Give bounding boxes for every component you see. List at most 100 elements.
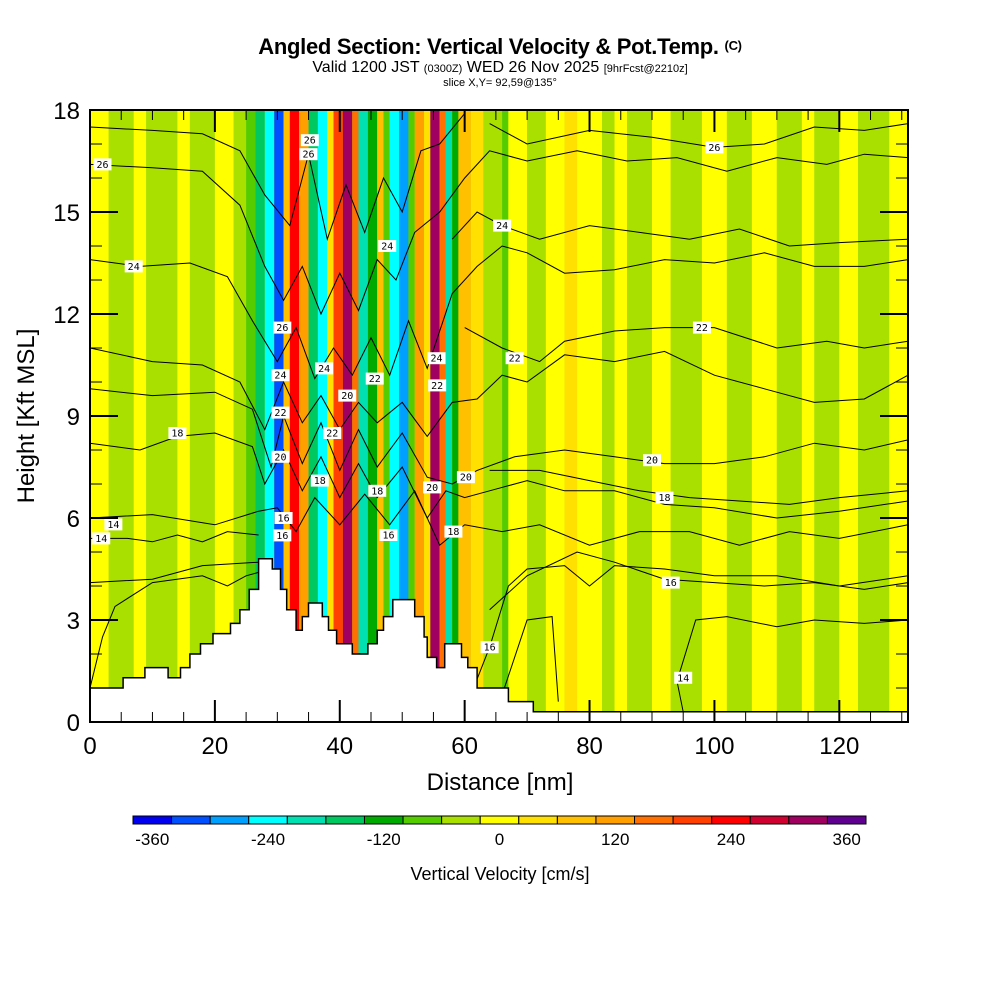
contour-label-text: 24 [381, 242, 393, 253]
contour-label-box [92, 532, 111, 545]
contour-label-box [705, 141, 724, 154]
contour-label-box [124, 260, 143, 273]
velocity-column [299, 110, 309, 722]
colorbar-swatch [286, 815, 327, 825]
contour-label-box [315, 362, 334, 375]
contour-label-box [428, 379, 447, 392]
colorbar-swatch [556, 815, 597, 825]
velocity-column [264, 110, 275, 722]
velocity-column [430, 110, 440, 722]
colorbar-swatch [672, 815, 713, 825]
contour-label-box [310, 474, 329, 487]
valid-utc: (0300Z) [423, 63, 463, 75]
contour-label: 22 [271, 406, 290, 419]
velocity-column [333, 110, 343, 722]
contour-label: 20 [271, 450, 290, 463]
contour-label-text: 22 [274, 408, 286, 419]
x-tick-label: 120 [819, 733, 859, 760]
contour-label: 24 [493, 219, 512, 232]
contour-label-box [505, 352, 524, 365]
colorbar-swatch [479, 815, 520, 825]
velocity-column [327, 110, 334, 722]
contour-label-text: 26 [303, 150, 315, 161]
contour-label: 20 [642, 454, 661, 467]
contour-label: 24 [315, 362, 334, 375]
y-tick-label: 18 [53, 98, 80, 125]
isentrope-18 [90, 432, 908, 519]
colorbar-tick-label: 0 [495, 830, 504, 849]
contour-label-text: 16 [276, 531, 288, 542]
contour-label: 18 [368, 484, 387, 497]
contour-label-text: 18 [314, 476, 326, 487]
velocity-column [383, 110, 390, 722]
contour-label: 24 [378, 240, 397, 253]
contour-label: 22 [428, 379, 447, 392]
colorbar-swatch [325, 815, 365, 825]
contour-label: 22 [365, 372, 384, 385]
contour-label-box [655, 491, 674, 504]
contour-label-box [93, 158, 112, 171]
contour-label-text: 14 [677, 673, 689, 684]
velocity-column [651, 110, 671, 722]
velocity-column [146, 110, 178, 722]
y-tick-label: 9 [67, 404, 80, 431]
contour-label-text: 18 [447, 527, 459, 538]
contour-label: 14 [104, 518, 123, 531]
colorbar-swatch [171, 815, 211, 825]
contour-label: 20 [423, 481, 442, 494]
velocity-column [602, 110, 615, 722]
contour-label-text: 22 [326, 429, 338, 440]
x-tick-label: 0 [83, 733, 96, 760]
colorbar-tick-label: -120 [367, 830, 401, 849]
colorbar-swatch [132, 815, 173, 825]
contour-label: 24 [124, 260, 143, 273]
contour-label-text: 24 [431, 354, 443, 365]
terrain-profile [90, 558, 908, 722]
velocity-column [189, 110, 215, 722]
isentrope-14 [90, 531, 259, 543]
velocity-column [214, 110, 234, 722]
contour-label: 22 [505, 352, 524, 365]
contour-label-text: 20 [646, 456, 658, 467]
velocity-column [508, 110, 528, 722]
contour-label: 16 [480, 641, 499, 654]
colorbar-tick-label: 360 [833, 830, 861, 849]
isentrope-20 [90, 388, 908, 485]
colorbar-swatch [749, 815, 790, 825]
velocity-column [776, 110, 802, 722]
velocity-column [614, 110, 628, 722]
velocity-column [814, 110, 840, 722]
contour-label-box [379, 529, 398, 541]
x-tick-label: 80 [576, 733, 603, 760]
contour-label: 24 [271, 369, 290, 382]
isentrope-14 [90, 561, 259, 584]
velocity-column [246, 110, 256, 722]
contour-label-box [365, 372, 384, 385]
contour-label-box [271, 369, 290, 382]
contour-label-text: 24 [128, 262, 140, 273]
contour-label-text: 26 [96, 160, 108, 171]
contour-label-box [338, 389, 357, 402]
contour-label: 16 [661, 576, 680, 589]
isentrope-22 [90, 347, 908, 438]
isentrope-14 [676, 616, 908, 712]
forecast-info: [9hrFcst@2210z] [603, 63, 688, 75]
contour-label-box [661, 576, 680, 589]
velocity-column [458, 110, 471, 722]
colorbar-swatch [518, 815, 558, 825]
contour-label-box [274, 512, 293, 524]
contour-label-text: 16 [665, 578, 677, 589]
contour-label: 20 [338, 389, 357, 402]
colorbar-swatch [788, 815, 828, 825]
contour-label-text: 24 [496, 221, 508, 232]
isentrope-24 [90, 245, 908, 380]
velocity-column [545, 110, 565, 722]
title-units: (C) [724, 38, 742, 53]
axes: 0 20 40 60 80 100 120 0 3 6 9 12 15 18 [53, 98, 909, 760]
velocity-column [452, 110, 459, 722]
velocity-column [483, 110, 503, 722]
contour-label-text: 22 [696, 323, 708, 334]
chart-title: Angled Section: Vertical Velocity & Pot.… [0, 34, 1000, 59]
velocity-column [670, 110, 702, 722]
y-tick-label: 15 [53, 200, 80, 227]
